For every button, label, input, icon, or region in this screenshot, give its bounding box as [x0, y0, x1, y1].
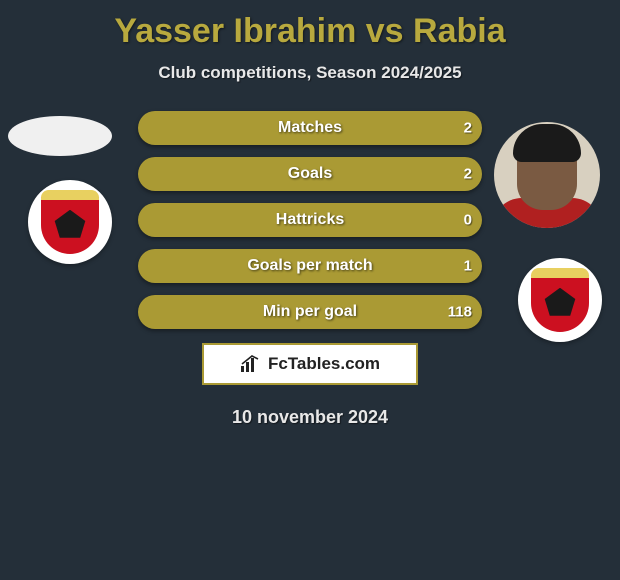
date-text: 10 november 2024: [0, 407, 620, 428]
stat-label: Goals per match: [247, 257, 372, 275]
player-right-club-badge: [518, 258, 602, 342]
stat-row: Min per goal 118: [138, 295, 482, 329]
stat-label: Goals: [288, 165, 332, 183]
brand-box: FcTables.com: [202, 343, 418, 385]
stat-value-right: 2: [464, 120, 472, 137]
chart-icon: [240, 355, 262, 373]
player-left-avatar: [8, 116, 112, 156]
stat-value-right: 0: [464, 212, 472, 229]
stat-value-right: 118: [448, 304, 472, 321]
stat-row: Goals 2: [138, 157, 482, 191]
stat-row: Hattricks 0: [138, 203, 482, 237]
player-left-club-badge: [28, 180, 112, 264]
stat-value-right: 2: [464, 166, 472, 183]
stat-label: Matches: [278, 119, 342, 137]
stat-row: Matches 2: [138, 111, 482, 145]
stat-label: Min per goal: [263, 303, 357, 321]
player-right-avatar: [494, 122, 600, 228]
stat-value-right: 1: [464, 258, 472, 275]
stat-row: Goals per match 1: [138, 249, 482, 283]
stat-label: Hattricks: [276, 211, 344, 229]
subtitle: Club competitions, Season 2024/2025: [0, 63, 620, 83]
page-title: Yasser Ibrahim vs Rabia: [0, 0, 620, 51]
brand-text: FcTables.com: [268, 354, 380, 374]
